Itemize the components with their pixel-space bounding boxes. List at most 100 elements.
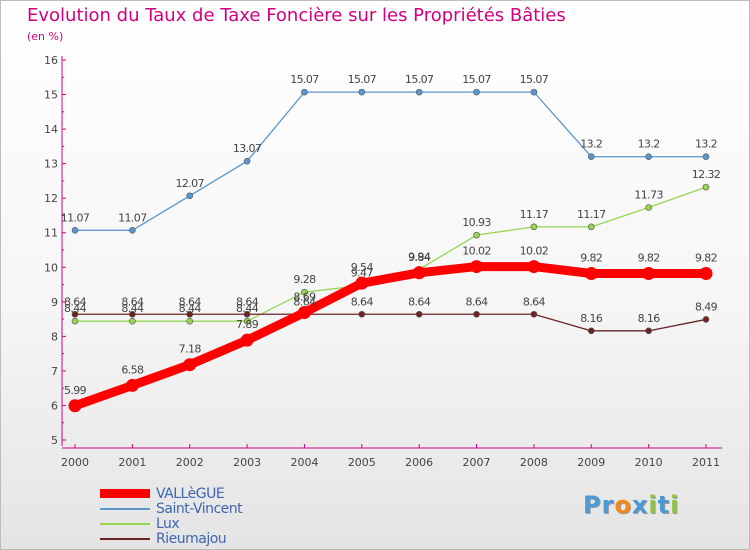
data-point-vall-gue <box>642 266 656 280</box>
legend-label: Saint-Vincent <box>156 500 243 517</box>
logo-letter: o <box>614 491 632 519</box>
y-tick-label: 9 <box>51 296 58 309</box>
data-point-rieumajou <box>129 310 136 318</box>
data-label-saint-vincent: 11.07 <box>118 211 147 224</box>
data-label-vall-gue: 9.84 <box>408 251 431 264</box>
y-tick-label: 8 <box>51 330 58 343</box>
data-point-saint-vincent <box>129 227 136 234</box>
legend-label: Rieumajou <box>156 530 227 547</box>
data-point-saint-vincent <box>243 157 251 165</box>
data-point-lux <box>702 183 710 191</box>
data-label-lux: 9.94 <box>408 250 431 263</box>
data-point-vall-gue <box>240 333 254 347</box>
data-point-saint-vincent <box>415 88 423 96</box>
data-label-saint-vincent: 13.07 <box>233 142 262 155</box>
legend-item-vall-gue: VALLèGUE <box>100 486 242 501</box>
data-label-rieumajou: 8.64 <box>236 295 259 308</box>
logo-letter: i <box>648 491 658 519</box>
x-tick-label: 2001 <box>118 456 146 469</box>
data-point-rieumajou <box>587 327 595 335</box>
y-tick-label: 6 <box>51 399 58 412</box>
y-tick-label: 13 <box>44 158 58 171</box>
data-label-rieumajou: 8.49 <box>695 300 718 313</box>
y-tick-label: 16 <box>44 54 58 67</box>
data-label-lux: 11.17 <box>520 208 549 221</box>
data-point-vall-gue <box>68 399 82 413</box>
data-point-vall-gue <box>125 378 139 392</box>
y-tick-label: 10 <box>44 261 58 274</box>
data-label-vall-gue: 7.18 <box>179 343 202 356</box>
chart-subtitle: (en %) <box>27 30 64 43</box>
data-point-vall-gue <box>527 260 541 274</box>
data-label-saint-vincent: 15.07 <box>290 73 319 86</box>
data-label-saint-vincent: 12.07 <box>175 177 204 190</box>
logo-letter: P <box>583 491 602 519</box>
data-label-vall-gue: 9.82 <box>580 251 602 264</box>
data-point-rieumajou <box>530 310 538 318</box>
data-label-saint-vincent: 15.07 <box>348 73 377 86</box>
data-point-saint-vincent <box>358 88 366 96</box>
data-point-vall-gue <box>699 266 713 280</box>
legend-swatch <box>100 489 150 498</box>
data-label-saint-vincent: 15.07 <box>520 73 549 86</box>
series-line-vall-gue <box>70 262 711 411</box>
data-label-lux: 12.32 <box>692 168 721 181</box>
data-point-rieumajou <box>415 310 423 318</box>
y-tick-label: 12 <box>44 192 58 205</box>
x-tick-label: 2008 <box>520 456 548 469</box>
data-point-lux <box>587 223 595 231</box>
logo-letter: t <box>657 491 671 519</box>
legend-item-rieumajou: Rieumajou <box>100 531 242 546</box>
data-label-vall-gue: 9.82 <box>638 251 660 264</box>
data-point-lux <box>473 231 480 239</box>
data-labels: 5.99 6.58 7.18 7.89 8.69 9.54 9.84 10.02 10.02 9.… <box>61 73 721 397</box>
y-tick-label: 5 <box>51 434 58 447</box>
data-label-saint-vincent: 11.07 <box>61 211 90 224</box>
data-label-lux: 11.17 <box>577 208 606 221</box>
data-label-saint-vincent: 13.2 <box>695 138 717 151</box>
y-tick-label: 11 <box>44 227 58 240</box>
data-label-vall-gue: 10.02 <box>462 245 491 258</box>
data-point-saint-vincent <box>645 153 652 161</box>
data-label-vall-gue: 8.69 <box>293 291 316 304</box>
legend-item-lux: Lux <box>100 516 242 531</box>
data-point-vall-gue <box>355 276 369 290</box>
data-point-vall-gue <box>584 266 598 280</box>
series-lines <box>68 88 713 413</box>
data-point-rieumajou <box>702 316 710 323</box>
x-tick-label: 2010 <box>635 456 663 469</box>
data-label-rieumajou: 8.64 <box>121 295 144 308</box>
legend-item-saint-vincent: Saint-Vincent <box>100 500 243 517</box>
data-point-saint-vincent <box>587 153 595 161</box>
data-point-saint-vincent <box>530 88 538 96</box>
data-label-vall-gue: 9.54 <box>351 261 374 274</box>
data-label-saint-vincent: 13.2 <box>638 138 660 151</box>
proxiti-logo: Proxiti <box>583 491 679 519</box>
legend-label: VALLèGUE <box>156 485 225 502</box>
data-point-lux <box>645 204 652 211</box>
y-tick-label: 14 <box>44 123 58 136</box>
chart-title: Evolution du Taux de Taxe Foncière sur l… <box>27 5 566 26</box>
data-point-rieumajou <box>243 310 251 318</box>
data-label-vall-gue: 6.58 <box>121 363 144 376</box>
data-point-saint-vincent <box>186 192 194 200</box>
data-point-rieumajou <box>71 310 79 318</box>
data-label-rieumajou: 8.64 <box>351 295 374 308</box>
data-point-vall-gue <box>470 260 484 274</box>
data-label-rieumajou: 8.64 <box>523 295 546 308</box>
data-point-saint-vincent <box>702 153 710 161</box>
x-tick-label: 2002 <box>176 456 204 469</box>
data-point-lux <box>129 317 136 325</box>
x-tick-label: 2005 <box>348 456 376 469</box>
data-label-rieumajou: 8.16 <box>638 312 661 325</box>
x-tick-label: 2000 <box>61 456 89 469</box>
data-label-lux: 9.47 <box>351 267 374 280</box>
data-label-vall-gue: 9.82 <box>695 251 717 264</box>
data-label-saint-vincent: 13.2 <box>580 138 602 151</box>
y-tick-label: 15 <box>44 89 58 102</box>
data-label-saint-vincent: 15.07 <box>462 73 491 86</box>
series-line-rieumajou <box>74 313 707 332</box>
legend-swatch <box>100 507 150 510</box>
data-label-vall-gue: 7.89 <box>236 318 259 331</box>
axes: 5 6 7 8 9 10 11 12 13 14 15 16 2000 2001 2002 2003 2004 2… <box>44 54 722 469</box>
